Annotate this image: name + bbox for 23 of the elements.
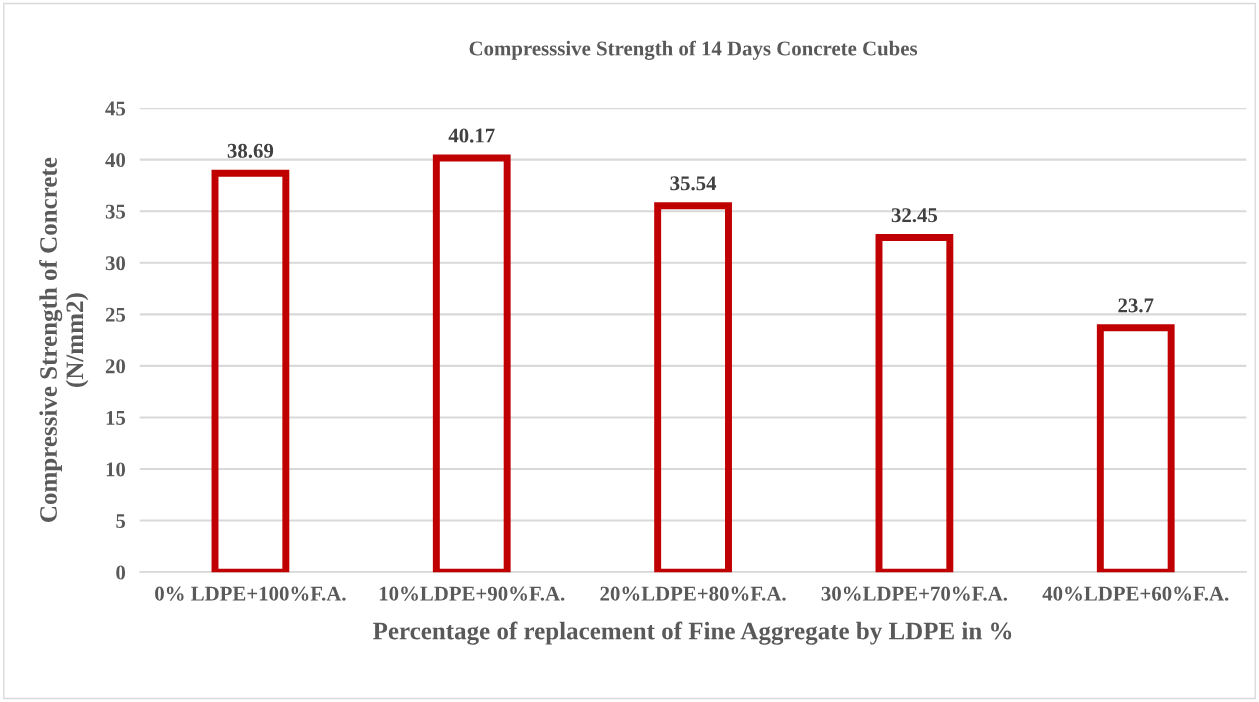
x-tick-label: 0% LDPE+100%F.A. [155, 586, 346, 601]
y-tick-label: 40 [105, 153, 126, 168]
data-label: 40.17 [448, 128, 495, 143]
x-axis-title: Percentage of replacement of Fine Aggregate by LDPE in % [373, 621, 1012, 645]
y-tick-label: 25 [105, 307, 126, 322]
chart-title: Compresssive Strength of 14 Days Concrete Cubes [469, 40, 918, 60]
x-tick-label: 30%LDPE+70%F.A. [821, 586, 1008, 601]
y-tick-label: 0 [116, 565, 126, 580]
y-tick-label: 10 [106, 462, 126, 477]
y-tick-label: 20 [105, 359, 126, 374]
data-label: 23.7 [1118, 298, 1154, 313]
y-tick-label: 5 [116, 514, 126, 529]
x-tick-label: 40%LDPE+60%F.A. [1042, 586, 1229, 601]
y-tick-label: 35 [105, 204, 126, 219]
y-tick-label: 15 [106, 410, 126, 425]
data-label: 32.45 [891, 208, 938, 223]
x-tick-label: 20%LDPE+80%F.A. [600, 586, 786, 601]
data-label: 38.69 [227, 143, 274, 158]
data-label: 35.54 [670, 176, 717, 191]
y-tick-label: 30 [105, 256, 126, 271]
y-axis-title: Compressive Strength of Concrete (N/mm2) [39, 157, 89, 522]
y-tick-label: 45 [105, 101, 126, 116]
x-tick-label: 10%LDPE+90%F.A. [379, 586, 565, 601]
